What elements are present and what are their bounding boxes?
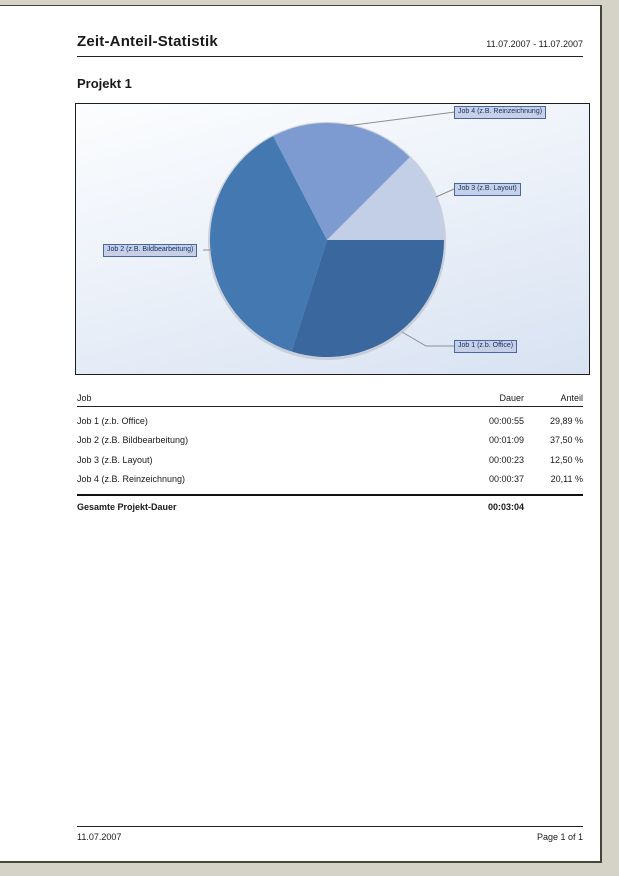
- table-total-row: Gesamte Projekt-Dauer 00:03:04: [77, 496, 583, 518]
- pie-label-job1: Job 1 (z.b. Office): [454, 340, 518, 353]
- table-header-divider: [77, 406, 583, 407]
- job-name: Job 3 (z.B. Layout): [77, 454, 153, 465]
- column-header-dauer: Dauer: [499, 393, 524, 403]
- total-label: Gesamte Projekt-Dauer: [77, 502, 177, 512]
- table-row: Job 4 (z.B. Reinzeichnung) 00:00:37 20,1…: [77, 470, 583, 490]
- job-share: 29,89 %: [549, 415, 583, 426]
- job-share: 12,50 %: [549, 454, 583, 465]
- footer-date: 11.07.2007: [77, 832, 122, 842]
- job-share: 20,11 %: [550, 474, 583, 485]
- table-header-row: Job Dauer Anteil: [77, 390, 583, 406]
- report-footer: 11.07.2007 Page 1 of 1: [77, 826, 583, 842]
- project-section-title: Projekt 1: [77, 76, 132, 91]
- job-name: Job 1 (z.b. Office): [77, 415, 148, 426]
- job-name: Job 2 (z.B. Bildbearbeitung): [77, 435, 189, 446]
- column-header-job: Job: [77, 393, 92, 403]
- report-page: Zeit-Anteil-Statistik 11.07.2007 - 11.07…: [0, 5, 602, 863]
- table-row: Job 1 (z.b. Office) 00:00:55 29,89 %: [77, 411, 583, 431]
- pie-label-job3: Job 3 (z.B. Layout): [454, 183, 521, 196]
- table-total-divider: [77, 494, 583, 496]
- job-duration: 00:00:55: [488, 415, 524, 426]
- job-share: 37,50 %: [549, 435, 583, 446]
- column-header-anteil: Anteil: [560, 393, 583, 403]
- job-duration: 00:00:23: [488, 454, 524, 465]
- pie-chart: [203, 111, 456, 360]
- pie-slice-job2: [209, 136, 327, 352]
- callout-line-job4: [345, 111, 456, 127]
- pie-slice-job4: [273, 122, 410, 240]
- pie-slice-job3: [327, 157, 444, 240]
- footer-page-number: Page 1 of 1: [536, 832, 583, 842]
- table-row: Job 3 (z.B. Layout) 00:00:23 12,50 %: [77, 450, 583, 470]
- report-header: Zeit-Anteil-Statistik 11.07.2007 - 11.07…: [77, 33, 583, 57]
- pie-chart-area: Job 4 (z.B. Reinzeichnung) Job 3 (z.B. L…: [75, 103, 590, 375]
- report-date-range: 11.07.2007 - 11.07.2007: [486, 39, 583, 49]
- callout-line-job3: [435, 188, 455, 198]
- job-duration: 00:00:37: [488, 474, 524, 485]
- total-duration: 00:03:04: [487, 502, 524, 512]
- table-row: Job 2 (z.B. Bildbearbeitung) 00:01:09 37…: [77, 431, 583, 451]
- report-title: Zeit-Anteil-Statistik: [77, 33, 218, 50]
- pie-slice-job1: [291, 240, 444, 358]
- job-name: Job 4 (z.B. Reinzeichnung): [77, 474, 186, 485]
- callout-line-job1: [401, 331, 454, 347]
- pie-label-job4: Job 4 (z.B. Reinzeichnung): [454, 106, 547, 119]
- pie-label-job2: Job 2 (z.B. Bildbearbeitung): [103, 244, 198, 257]
- job-statistics-table: Job Dauer Anteil Job 1 (z.b. Office) 00:…: [77, 390, 583, 518]
- job-duration: 00:01:09: [488, 435, 524, 446]
